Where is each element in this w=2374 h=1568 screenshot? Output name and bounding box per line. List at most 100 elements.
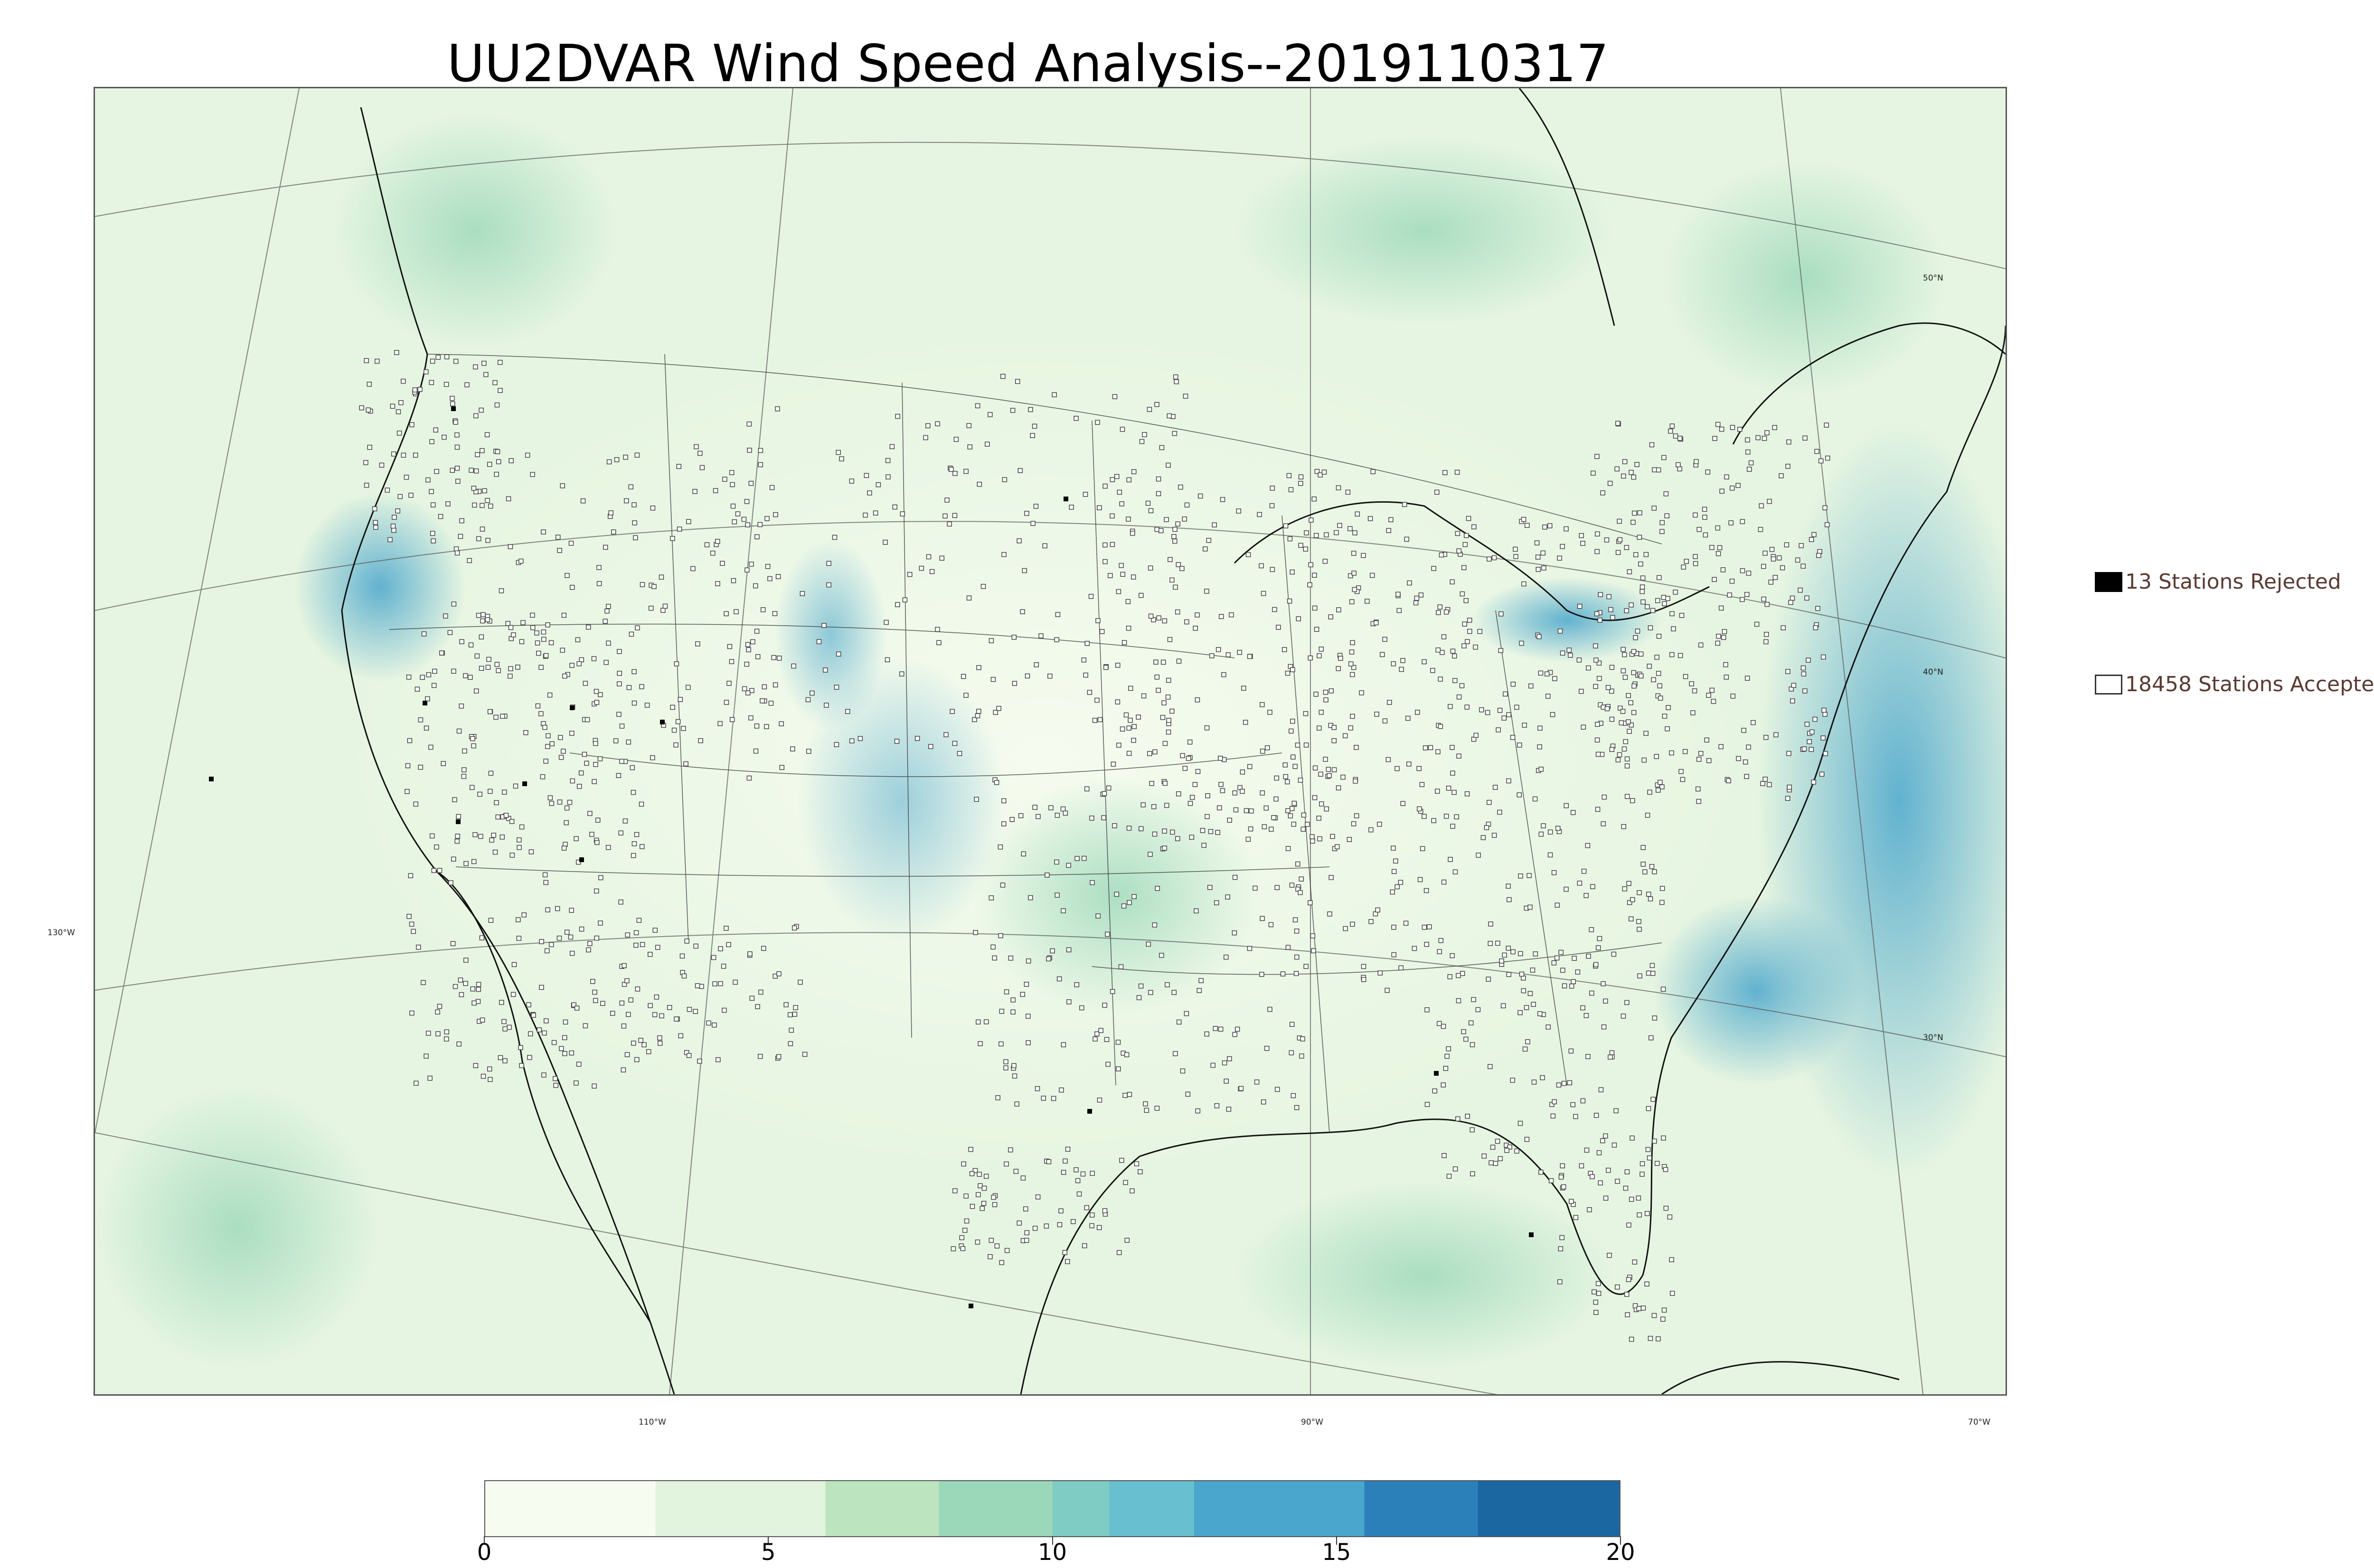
station-marker-accepted: [1488, 921, 1493, 927]
station-marker-accepted: [1743, 759, 1748, 765]
station-marker-accepted: [1763, 735, 1769, 740]
station-marker-accepted: [1253, 885, 1258, 891]
station-marker-accepted: [561, 845, 567, 851]
station-marker-accepted: [1351, 821, 1357, 826]
station-marker-accepted: [459, 639, 464, 644]
station-marker-accepted: [413, 452, 418, 458]
station-marker-accepted: [1456, 694, 1462, 700]
station-marker-accepted: [1120, 572, 1126, 577]
station-marker-accepted: [1497, 707, 1503, 713]
station-marker-accepted: [1348, 573, 1353, 579]
station-marker-accepted: [1083, 672, 1088, 678]
station-marker-accepted: [1573, 1215, 1579, 1221]
station-marker-accepted: [1431, 818, 1436, 823]
station-marker-accepted: [1464, 533, 1469, 538]
station-marker-accepted: [530, 612, 535, 618]
station-marker-accepted: [1473, 644, 1478, 650]
station-marker-accepted: [1319, 647, 1324, 652]
station-marker-accepted: [1650, 608, 1656, 613]
station-marker-accepted: [686, 519, 691, 525]
station-marker-accepted: [391, 527, 396, 533]
station-marker-accepted: [626, 685, 632, 690]
station-marker-accepted: [1294, 954, 1300, 960]
station-marker-accepted: [1786, 439, 1791, 445]
station-marker-accepted: [969, 1171, 975, 1176]
station-marker-accepted: [929, 569, 935, 574]
station-marker-accepted: [1351, 551, 1357, 556]
station-marker-accepted: [432, 668, 437, 674]
station-marker-accepted: [1740, 597, 1745, 602]
station-marker-accepted: [1564, 526, 1569, 532]
station-marker-accepted: [1799, 543, 1804, 548]
colorbar: [484, 1480, 1620, 1537]
station-marker-accepted: [1017, 1221, 1022, 1226]
station-marker-accepted: [951, 1246, 956, 1251]
station-marker-accepted: [963, 1193, 969, 1199]
station-marker-accepted: [1801, 671, 1807, 676]
station-marker-accepted: [1597, 936, 1602, 941]
station-marker-accepted: [1594, 737, 1600, 743]
station-marker-accepted: [1740, 519, 1745, 524]
station-marker-accepted: [1283, 774, 1289, 779]
station-marker-accepted: [617, 671, 622, 676]
station-marker-accepted: [563, 1019, 568, 1025]
station-marker-accepted: [1607, 480, 1613, 486]
station-marker-accepted: [1083, 492, 1088, 497]
station-marker-accepted: [670, 704, 675, 710]
station-marker-accepted: [618, 830, 623, 836]
station-marker-accepted: [1074, 982, 1080, 987]
station-marker-accepted: [1614, 466, 1620, 472]
station-marker-accepted: [1506, 778, 1511, 784]
station-marker-accepted: [925, 423, 931, 429]
station-marker-accepted: [1488, 940, 1493, 946]
station-marker-accepted: [1450, 953, 1455, 958]
station-marker-accepted: [1689, 681, 1694, 686]
station-marker-accepted: [863, 512, 868, 518]
station-marker-accepted: [976, 1019, 981, 1025]
station-marker-accepted: [508, 544, 513, 549]
station-marker-accepted: [1785, 669, 1790, 674]
station-marker-accepted: [806, 749, 811, 754]
colorbar-tick-label: 5: [761, 1539, 776, 1566]
station-marker-accepted: [963, 693, 969, 698]
station-marker-accepted: [1609, 716, 1615, 722]
station-marker-accepted: [1463, 598, 1469, 603]
station-marker-accepted: [1659, 886, 1665, 891]
station-marker-accepted: [1448, 704, 1453, 709]
station-marker-accepted: [1368, 827, 1374, 833]
station-marker-accepted: [516, 917, 521, 922]
station-marker-accepted: [1557, 629, 1563, 634]
station-marker-accepted: [1275, 1087, 1280, 1092]
station-marker-accepted: [456, 1041, 462, 1047]
station-marker-accepted: [472, 832, 478, 837]
station-marker-accepted: [513, 783, 518, 789]
station-marker-accepted: [989, 638, 994, 643]
station-marker-accepted: [1051, 1096, 1056, 1101]
station-marker-accepted: [506, 816, 511, 821]
station-marker-accepted: [473, 364, 478, 370]
station-marker-accepted: [1537, 725, 1543, 731]
station-marker-accepted: [385, 488, 390, 493]
station-marker-accepted: [1631, 683, 1637, 689]
station-marker-accepted: [1619, 720, 1624, 725]
station-marker-accepted: [594, 888, 599, 894]
station-marker-accepted: [1661, 1135, 1666, 1141]
station-marker-accepted: [450, 401, 455, 407]
station-marker-accepted: [1317, 725, 1322, 731]
station-marker-accepted: [1460, 971, 1465, 976]
station-marker-accepted: [1326, 767, 1331, 772]
station-marker-accepted: [1317, 653, 1322, 658]
station-marker-accepted: [429, 833, 435, 839]
station-marker-accepted: [544, 1018, 549, 1023]
station-marker-accepted: [606, 459, 612, 465]
station-marker-accepted: [1391, 924, 1396, 930]
station-marker-accepted: [1605, 685, 1611, 690]
station-marker-accepted: [1471, 997, 1476, 1002]
station-marker-accepted: [1748, 460, 1754, 466]
station-marker-accepted: [1269, 826, 1274, 832]
station-marker-accepted: [1290, 569, 1295, 575]
station-marker-accepted: [832, 535, 838, 540]
station-marker-accepted: [1737, 427, 1743, 432]
station-marker-accepted: [886, 474, 891, 479]
station-marker-accepted: [625, 932, 631, 938]
